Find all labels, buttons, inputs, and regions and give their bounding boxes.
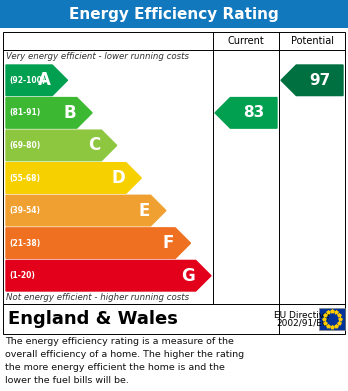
Text: (81-91): (81-91) bbox=[9, 108, 40, 117]
Text: Not energy efficient - higher running costs: Not energy efficient - higher running co… bbox=[6, 293, 189, 302]
Text: 2002/91/EC: 2002/91/EC bbox=[276, 319, 328, 328]
Text: 97: 97 bbox=[309, 73, 330, 88]
Polygon shape bbox=[6, 260, 211, 291]
Text: Very energy efficient - lower running costs: Very energy efficient - lower running co… bbox=[6, 52, 189, 61]
Text: Current: Current bbox=[228, 36, 264, 46]
Text: (92-100): (92-100) bbox=[9, 76, 45, 85]
Polygon shape bbox=[215, 98, 277, 128]
Text: (1-20): (1-20) bbox=[9, 271, 35, 280]
Text: D: D bbox=[111, 169, 125, 187]
Polygon shape bbox=[6, 98, 92, 128]
Text: B: B bbox=[63, 104, 76, 122]
Text: (69-80): (69-80) bbox=[9, 141, 40, 150]
Text: Energy Efficiency Rating: Energy Efficiency Rating bbox=[69, 7, 279, 22]
Text: 83: 83 bbox=[243, 105, 264, 120]
Text: Potential: Potential bbox=[291, 36, 333, 46]
Bar bbox=[319, 308, 345, 330]
Text: EU Directive: EU Directive bbox=[274, 310, 330, 319]
Text: (39-54): (39-54) bbox=[9, 206, 40, 215]
Text: The energy efficiency rating is a measure of the
overall efficiency of a home. T: The energy efficiency rating is a measur… bbox=[5, 337, 244, 385]
Text: England & Wales: England & Wales bbox=[8, 310, 178, 328]
Bar bbox=[0, 0, 348, 28]
Text: C: C bbox=[88, 136, 101, 154]
Bar bbox=[3, 32, 345, 304]
Polygon shape bbox=[281, 65, 343, 95]
Text: G: G bbox=[181, 267, 195, 285]
Polygon shape bbox=[6, 65, 68, 95]
Polygon shape bbox=[6, 130, 117, 161]
Polygon shape bbox=[6, 195, 166, 226]
Polygon shape bbox=[6, 228, 190, 258]
Text: E: E bbox=[138, 202, 150, 220]
Text: A: A bbox=[38, 71, 51, 89]
Polygon shape bbox=[6, 163, 141, 193]
Text: (21-38): (21-38) bbox=[9, 239, 40, 248]
Text: F: F bbox=[163, 234, 174, 252]
Bar bbox=[3, 304, 345, 334]
Text: (55-68): (55-68) bbox=[9, 174, 40, 183]
